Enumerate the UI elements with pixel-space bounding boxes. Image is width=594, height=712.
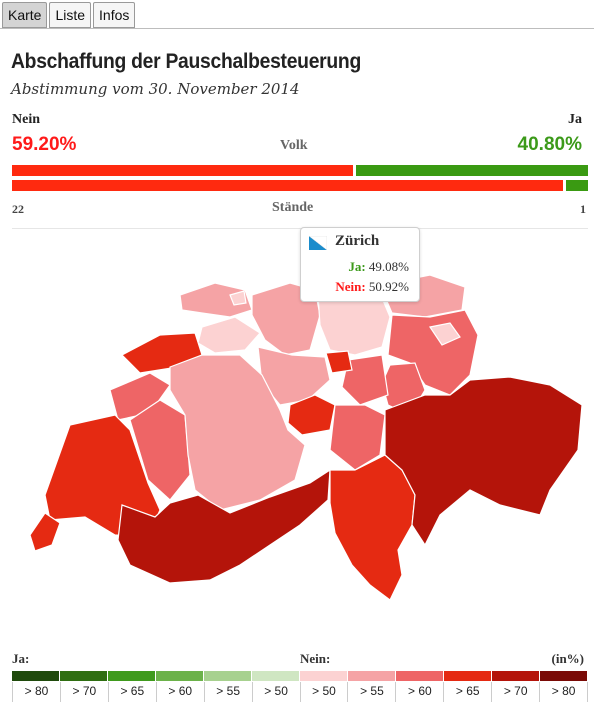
- canton-schwyz[interactable]: [341, 354, 389, 406]
- staende-label: Stände: [272, 200, 314, 215]
- volk-nein-fill: [12, 165, 353, 176]
- legend-nein-label: Nein:: [300, 651, 331, 666]
- canton-zug[interactable]: [325, 350, 353, 374]
- legend-color-scale: [12, 671, 588, 681]
- switzerland-canton-map: [30, 262, 583, 601]
- legend-bin-label: > 65: [444, 682, 493, 702]
- legend-bin-label: > 80: [12, 682, 61, 702]
- page-title: Abschaffung der Pauschalbesteuerung: [11, 50, 361, 73]
- volk-bar-gap: [352, 165, 356, 176]
- staende-result-bar: [12, 180, 588, 191]
- legend-bin-label: > 70: [61, 682, 109, 702]
- staende-nein-count: 22: [12, 202, 24, 216]
- legend-swatch: [492, 671, 540, 681]
- legend-bin-label: > 60: [157, 682, 205, 702]
- legend-swatch: [348, 671, 396, 681]
- canton-basel-stadt[interactable]: [229, 290, 247, 306]
- tooltip-nein-label: Nein:: [335, 279, 366, 294]
- legend-bin-label: > 50: [253, 682, 301, 702]
- canton-geneva[interactable]: [30, 512, 61, 552]
- canton-ticino[interactable]: [329, 454, 416, 601]
- canton-valais[interactable]: [117, 468, 331, 584]
- legend-bin-label: > 55: [348, 682, 397, 702]
- legend-ja-label: Ja:: [12, 651, 30, 666]
- tooltip-nein-row: Nein: 50.92%: [335, 279, 409, 295]
- legend-bin-label: > 55: [205, 682, 253, 702]
- tab-divider: [0, 28, 594, 29]
- legend-swatch: [204, 671, 252, 681]
- canton-bern[interactable]: [169, 354, 306, 511]
- canton-basel-land[interactable]: [179, 282, 253, 318]
- ja-label: Ja: [568, 112, 582, 127]
- staende-nein-fill: [12, 180, 563, 191]
- legend-swatch: [108, 671, 156, 681]
- canton-tooltip: Zürich Ja: 49.08% Nein: 50.92%: [300, 227, 420, 302]
- canton-graubuenden[interactable]: [384, 376, 583, 547]
- canton-uri[interactable]: [329, 404, 386, 471]
- legend-swatch: [60, 671, 108, 681]
- nein-label: Nein: [12, 112, 40, 127]
- legend-labels: > 80 > 70 > 65 > 60 > 55 > 50 > 50 > 55 > 60 > 65…: [12, 682, 589, 702]
- volk-result-bar: [12, 165, 588, 176]
- legend-unit: (in%): [551, 651, 585, 666]
- canton-neuchatel[interactable]: [109, 372, 171, 421]
- ja-percentage: 40.80%: [517, 134, 582, 155]
- legend-swatch: [156, 671, 204, 681]
- tooltip-ja-row: Ja: 49.08%: [348, 259, 409, 275]
- tab-liste[interactable]: Liste: [49, 2, 92, 28]
- legend-bin-label: > 60: [396, 682, 445, 702]
- nein-percentage: 59.20%: [12, 134, 77, 155]
- legend-swatch: [12, 671, 60, 681]
- tooltip-canton-name: Zürich: [335, 233, 380, 249]
- page-subtitle: Abstimmung vom 30. November 2014: [11, 80, 300, 98]
- legend-bin-label: > 65: [109, 682, 157, 702]
- tab-karte[interactable]: Karte: [2, 2, 48, 28]
- legend-swatch: [444, 671, 492, 681]
- legend-bin-label: > 80: [540, 682, 589, 702]
- canton-fribourg[interactable]: [129, 399, 191, 501]
- canton-appenzell[interactable]: [429, 322, 461, 346]
- tooltip-ja-value: 49.08%: [368, 259, 409, 274]
- legend-swatch: [300, 671, 348, 681]
- tooltip-ja-label: Ja:: [348, 259, 366, 274]
- legend-bin-label: > 70: [492, 682, 541, 702]
- legend-swatch: [540, 671, 588, 681]
- legend-bin-label: > 50: [301, 682, 349, 702]
- canton-ob-nidwalden[interactable]: [287, 394, 336, 436]
- staende-ja-count: 1: [580, 202, 586, 216]
- legend-swatch: [252, 671, 300, 681]
- volk-label: Volk: [280, 138, 308, 153]
- tab-infos[interactable]: Infos: [93, 2, 136, 28]
- tooltip-nein-value: 50.92%: [368, 279, 409, 294]
- staende-bar-gap: [562, 180, 566, 191]
- legend-swatch: [396, 671, 444, 681]
- tab-bar: Karte Liste Infos: [2, 2, 136, 28]
- canton-solothurn[interactable]: [197, 316, 261, 354]
- canton-flag-icon: [309, 236, 327, 250]
